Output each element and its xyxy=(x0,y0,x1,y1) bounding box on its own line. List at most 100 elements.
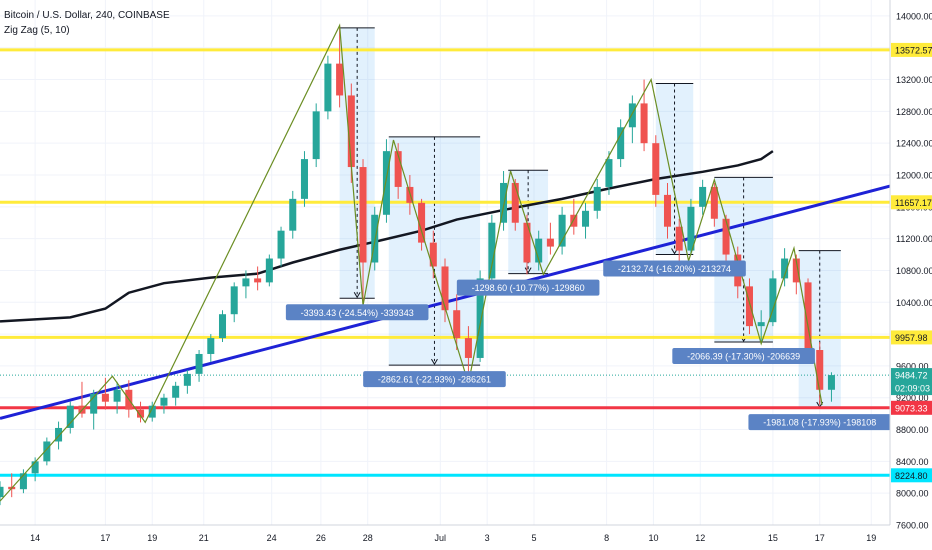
price-axis-bg xyxy=(890,0,932,550)
bar-countdown-label: 02:09:03 xyxy=(895,384,930,394)
y-tick-label: 7600.00 xyxy=(896,521,929,531)
measure-arrow-head xyxy=(353,292,361,299)
candle-body xyxy=(582,210,590,227)
candle-body xyxy=(617,127,625,160)
grid xyxy=(0,0,890,526)
x-tick-label: 10 xyxy=(648,533,658,543)
y-tick-label: 8000.00 xyxy=(896,489,929,499)
candle-body xyxy=(230,286,238,315)
zigzag-line xyxy=(0,23,823,502)
candle-body xyxy=(90,393,98,414)
level-price-tag xyxy=(891,468,932,483)
measure-arrow-head xyxy=(431,358,438,366)
candle-body xyxy=(488,222,496,279)
candle-body xyxy=(640,103,648,144)
x-tick-label: 28 xyxy=(363,533,373,543)
level-price-label: 9957.98 xyxy=(895,333,928,343)
candle-body xyxy=(710,186,718,219)
horizontal-levels xyxy=(0,48,890,477)
y-tick-label: 12400.00 xyxy=(896,139,932,149)
y-tick-label: 8800.00 xyxy=(896,425,929,435)
level-price-tag xyxy=(891,42,932,57)
x-tick-label: 8 xyxy=(604,533,609,543)
candle-body xyxy=(172,385,180,398)
candle-body xyxy=(347,95,355,168)
time-axis-bg xyxy=(0,525,932,550)
candle-body xyxy=(628,103,636,128)
y-tick-label: 14000.00 xyxy=(896,11,932,21)
x-tick-label: 19 xyxy=(866,533,876,543)
y-tick-label: 12000.00 xyxy=(896,171,932,181)
candle-body xyxy=(476,278,484,358)
x-tick-label: 12 xyxy=(695,533,705,543)
candle-body xyxy=(207,338,215,354)
candle-body xyxy=(804,282,812,350)
candle-body xyxy=(663,194,672,227)
x-tick-label: 5 xyxy=(531,533,536,543)
candle-body xyxy=(792,258,800,283)
measure-label: -3393.43 (-24.54%) -339343 xyxy=(301,308,414,318)
candle-body xyxy=(558,214,566,247)
measure-label: -2066.39 (-17.30%) -206639 xyxy=(687,352,800,362)
y-tick-label: 13200.00 xyxy=(896,75,932,85)
current-price-label: 9484.72 xyxy=(895,371,928,381)
y-tick-label: 12800.00 xyxy=(896,107,932,117)
candle-body xyxy=(55,427,63,442)
y-tick-label: 11200.00 xyxy=(896,234,932,244)
x-tick-label: 26 xyxy=(316,533,326,543)
x-tick-label: 19 xyxy=(147,533,157,543)
candle-body xyxy=(722,218,730,255)
candle-body xyxy=(827,375,835,390)
candle-body xyxy=(160,397,168,406)
measure-arrow-head xyxy=(524,267,532,274)
measure-label: -2862.61 (-22.93%) -286261 xyxy=(378,375,491,385)
candle-body xyxy=(816,350,824,390)
candle-body xyxy=(464,338,472,358)
level-price-tag xyxy=(891,195,932,210)
candle-body xyxy=(523,222,531,263)
candle-body xyxy=(137,409,145,418)
candle-body xyxy=(429,242,437,267)
x-tick-label: 24 xyxy=(267,533,277,543)
candle-body xyxy=(265,258,273,283)
candle-body xyxy=(19,473,27,490)
candle-body xyxy=(418,202,426,243)
x-tick-label: 3 xyxy=(485,533,490,543)
measure-label: -1298.60 (-10.77%) -129860 xyxy=(472,283,585,293)
candle-body xyxy=(745,286,753,327)
candle-body xyxy=(324,63,332,112)
x-tick-label: Jul xyxy=(435,533,447,543)
moving-average-line xyxy=(0,150,774,323)
y-tick-label: 9600.00 xyxy=(896,361,929,371)
measure-label-bg xyxy=(363,371,506,388)
candle-body xyxy=(546,238,554,247)
level-price-label: 11657.17 xyxy=(895,198,932,208)
symbol-title[interactable]: Bitcoin / U.S. Dollar, 240, COINBASE xyxy=(4,10,170,21)
candle-body xyxy=(336,63,344,96)
candle-body xyxy=(277,230,285,259)
candle-body xyxy=(605,159,613,187)
candle-body xyxy=(675,226,683,251)
candle-body xyxy=(781,258,789,279)
candle-body xyxy=(183,373,191,386)
candle-body xyxy=(535,238,543,263)
measure-label-bg xyxy=(672,348,815,365)
candle-body xyxy=(394,151,402,187)
measure-label: -2132.74 (-16.20%) -213274 xyxy=(618,264,731,274)
x-tick-label: 21 xyxy=(199,533,209,543)
candle-body xyxy=(113,389,121,402)
x-tick-label: 15 xyxy=(768,533,778,543)
candle-body xyxy=(359,167,367,263)
candle-body xyxy=(101,393,109,402)
candle-body xyxy=(312,111,320,160)
y-tick-label: 9200.00 xyxy=(896,393,929,403)
y-tick-label: 8400.00 xyxy=(896,457,929,467)
level-price-tag xyxy=(891,400,932,415)
level-price-label: 9073.33 xyxy=(895,403,928,413)
candle-body xyxy=(453,310,461,339)
candle-body xyxy=(500,182,508,223)
indicator-title[interactable]: Zig Zag (5, 10) xyxy=(4,25,70,36)
level-price-tag xyxy=(891,330,932,345)
candle-body xyxy=(570,214,578,227)
